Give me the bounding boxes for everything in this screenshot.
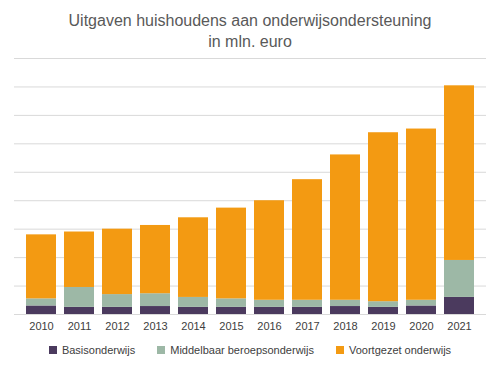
svg-text:2012: 2012	[105, 320, 129, 332]
svg-text:2019: 2019	[371, 320, 395, 332]
svg-text:2021: 2021	[447, 320, 471, 332]
html-text:Voortgezet onderwijs: Voortgezet onderwijs	[349, 344, 452, 356]
svg-text:2016: 2016	[257, 320, 281, 332]
html-text:Middelbaar beroepsonderwijs: Middelbaar beroepsonderwijs	[170, 344, 314, 356]
svg-text:2018: 2018	[333, 320, 357, 332]
svg-text:2020: 2020	[409, 320, 433, 332]
svg-text:2017: 2017	[295, 320, 319, 332]
html-text:Uitgaven huishoudens aan onder: Uitgaven huishoudens aan onderwijsonders…	[68, 12, 432, 29]
svg-text:2011: 2011	[68, 320, 92, 332]
svg-text:2015: 2015	[219, 320, 243, 332]
svg-text:2013: 2013	[143, 320, 167, 332]
html-text:in mln. euro: in mln. euro	[208, 33, 292, 50]
svg-text:2010: 2010	[29, 320, 53, 332]
svg-text:2014: 2014	[181, 320, 205, 332]
html-text:Basisonderwijs: Basisonderwijs	[61, 344, 136, 356]
